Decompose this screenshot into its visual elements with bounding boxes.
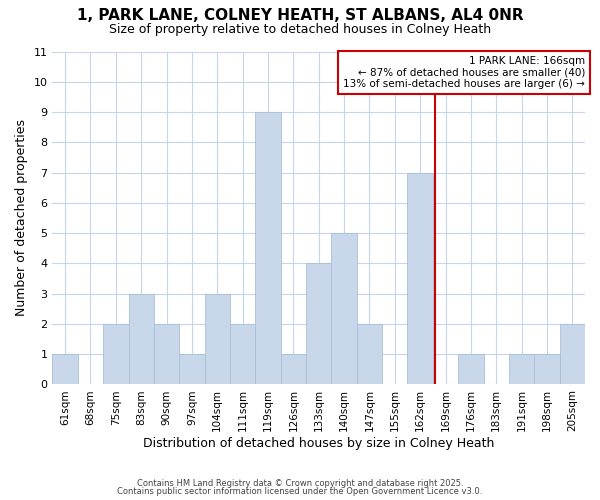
Y-axis label: Number of detached properties: Number of detached properties <box>15 120 28 316</box>
Text: 1, PARK LANE, COLNEY HEATH, ST ALBANS, AL4 0NR: 1, PARK LANE, COLNEY HEATH, ST ALBANS, A… <box>77 8 523 22</box>
Bar <box>509 354 534 384</box>
Bar <box>52 354 78 384</box>
Bar <box>205 294 230 384</box>
Text: Contains public sector information licensed under the Open Government Licence v3: Contains public sector information licen… <box>118 487 482 496</box>
Text: Size of property relative to detached houses in Colney Heath: Size of property relative to detached ho… <box>109 22 491 36</box>
Text: Contains HM Land Registry data © Crown copyright and database right 2025.: Contains HM Land Registry data © Crown c… <box>137 478 463 488</box>
Bar <box>179 354 205 384</box>
Bar <box>128 294 154 384</box>
Bar <box>560 324 585 384</box>
Bar <box>230 324 256 384</box>
Bar <box>458 354 484 384</box>
Bar <box>103 324 128 384</box>
Bar <box>306 264 331 384</box>
Text: 1 PARK LANE: 166sqm
← 87% of detached houses are smaller (40)
13% of semi-detach: 1 PARK LANE: 166sqm ← 87% of detached ho… <box>343 56 585 89</box>
Bar <box>357 324 382 384</box>
Bar <box>154 324 179 384</box>
Bar <box>256 112 281 384</box>
Bar <box>281 354 306 384</box>
Bar <box>331 233 357 384</box>
Bar <box>407 172 433 384</box>
X-axis label: Distribution of detached houses by size in Colney Heath: Distribution of detached houses by size … <box>143 437 494 450</box>
Bar <box>534 354 560 384</box>
